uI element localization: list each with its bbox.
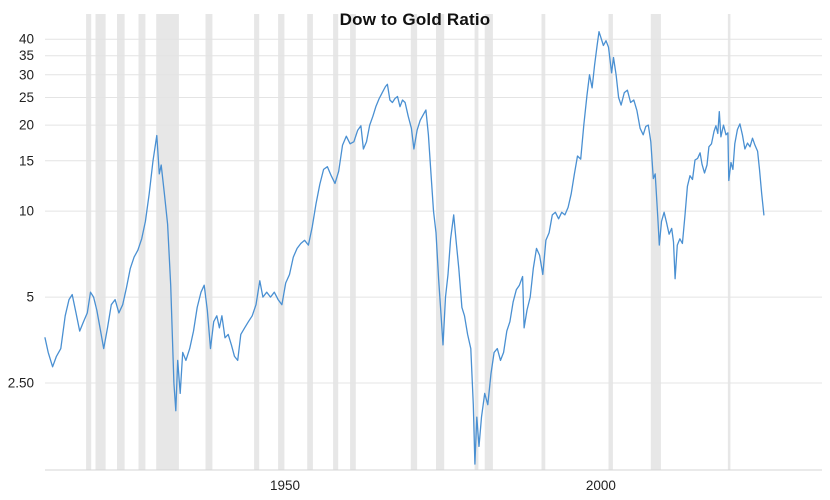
recession-band [95,14,106,470]
recession-band [541,14,546,470]
recession-band [333,14,339,470]
recession-band [410,14,418,470]
y-tick-label: 5 [26,290,34,305]
recession-band [117,14,125,470]
y-tick-label: 35 [19,48,34,63]
ratio-line [44,31,765,465]
recession-band [278,14,285,470]
recession-band [254,14,260,470]
y-tick-label: 15 [19,153,34,168]
recession-band [608,14,613,470]
recession-band [205,14,213,470]
recession-band [727,14,731,470]
x-tick-label: 2000 [586,478,616,493]
recession-band [138,14,146,470]
recession-band [86,14,92,470]
x-tick-label: 1950 [270,478,300,493]
recession-band [484,14,493,470]
y-tick-label: 2.50 [8,376,34,391]
recession-band [474,14,479,470]
chart-title: Dow to Gold Ratio [339,10,491,29]
recession-band [307,14,313,470]
y-tick-label: 40 [19,32,34,47]
recession-band [650,14,661,470]
recession-band [436,14,445,470]
y-tick-label: 10 [19,204,34,219]
recession-band [350,14,356,470]
y-tick-label: 25 [19,90,34,105]
y-tick-label: 30 [19,67,34,82]
y-tick-label: 20 [19,118,34,133]
